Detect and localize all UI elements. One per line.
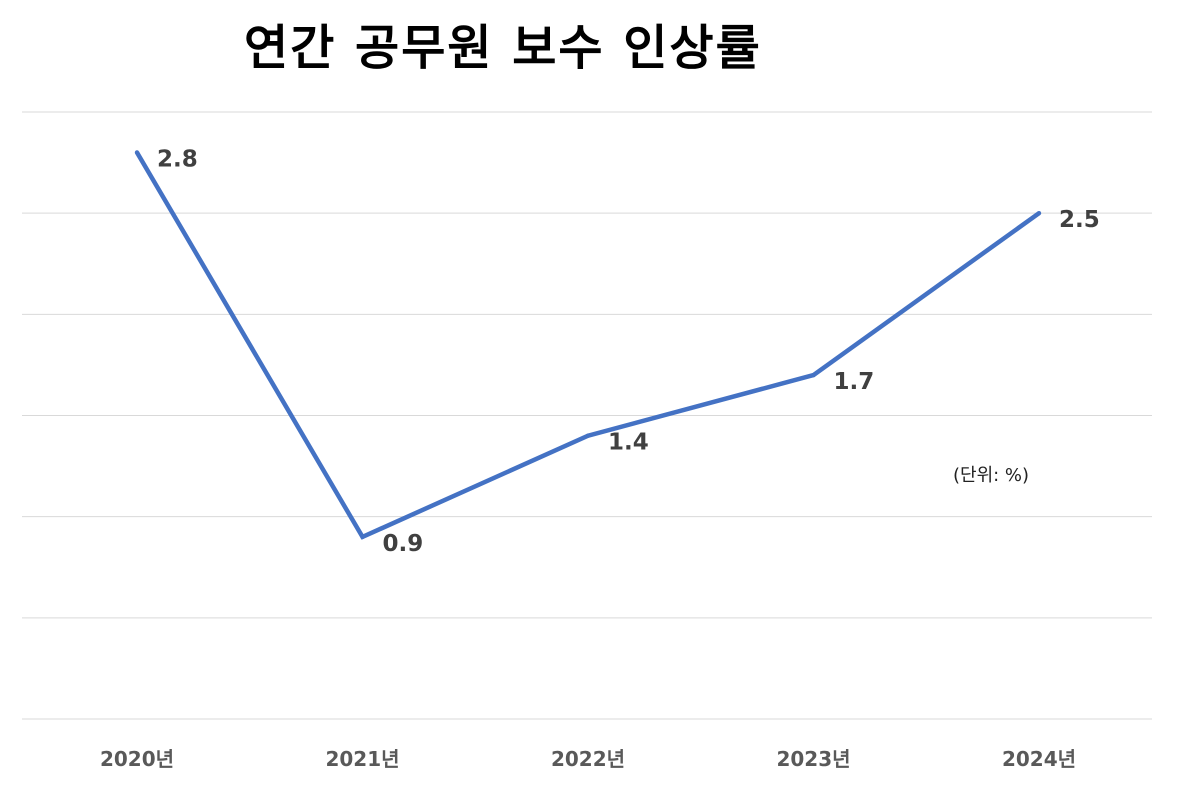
data-point — [134, 150, 140, 155]
series-line — [135, 151, 1041, 540]
unit-note: (단위: %) — [953, 465, 1030, 486]
data-point — [360, 534, 365, 540]
data-label: 2.8 — [157, 146, 198, 172]
data-point — [1036, 210, 1042, 216]
data-label: 1.4 — [608, 430, 649, 456]
data-label: 2.5 — [1059, 207, 1100, 233]
x-tick-label: 2023년 — [776, 747, 850, 771]
series-lines — [134, 150, 1042, 540]
x-tick-label: 2022년 — [551, 747, 625, 771]
data-labels: 2.8 0.9 1.4 1.7 2.5 — [157, 146, 1100, 556]
data-point — [811, 372, 816, 378]
chart-title: 연간 공무원 보수 인상률 — [244, 20, 762, 76]
x-tick-label: 2024년 — [1002, 747, 1076, 771]
x-axis-tick-labels: 2020년 2021년 2022년 2023년 2024년 — [100, 747, 1076, 771]
gridlines — [22, 111, 1152, 720]
x-tick-label: 2020년 — [100, 747, 174, 771]
x-tick-label: 2021년 — [325, 747, 399, 771]
data-label: 1.7 — [834, 369, 875, 395]
data-label: 0.9 — [383, 531, 424, 557]
data-point — [585, 433, 591, 438]
